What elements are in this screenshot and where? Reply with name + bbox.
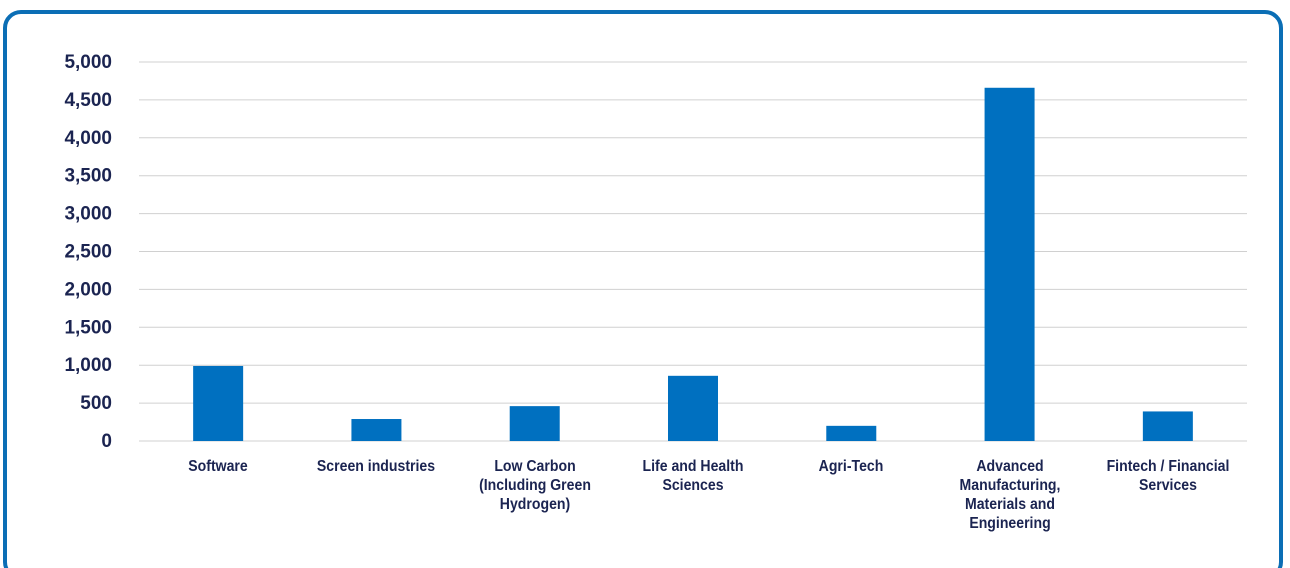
y-tick-label: 2,500 <box>64 242 112 263</box>
bar <box>1142 411 1193 441</box>
x-tick-label: Life and Health Sciences <box>642 458 744 494</box>
bar <box>509 406 560 441</box>
y-tick-label: 3,500 <box>64 166 112 187</box>
x-tick-label: Fintech / Financial Services <box>1106 458 1230 494</box>
y-tick-label: 4,000 <box>64 128 112 149</box>
x-tick-label: Software <box>188 458 248 475</box>
y-tick-label: 1,500 <box>64 317 112 338</box>
chart-panel <box>3 10 1283 568</box>
bar <box>351 419 402 441</box>
bar <box>984 87 1035 441</box>
x-tick-label: Screen industries <box>317 458 436 475</box>
y-tick-label: 500 <box>80 393 112 414</box>
bar <box>668 375 718 441</box>
bar <box>826 425 877 441</box>
y-tick-label: 2,000 <box>64 279 112 300</box>
x-tick-label: Advanced Manufacturing, Materials and En… <box>959 458 1061 532</box>
x-tick-label: Low Carbon (Including Green Hydrogen) <box>478 458 591 513</box>
y-tick-label: 3,000 <box>64 204 112 225</box>
y-tick-label: 0 <box>101 431 112 452</box>
y-tick-label: 5,000 <box>64 52 112 73</box>
y-tick-label: 4,500 <box>64 90 112 111</box>
x-tick-label: Agri-Tech <box>818 458 884 475</box>
y-tick-label: 1,000 <box>64 355 112 376</box>
bar <box>193 365 244 441</box>
